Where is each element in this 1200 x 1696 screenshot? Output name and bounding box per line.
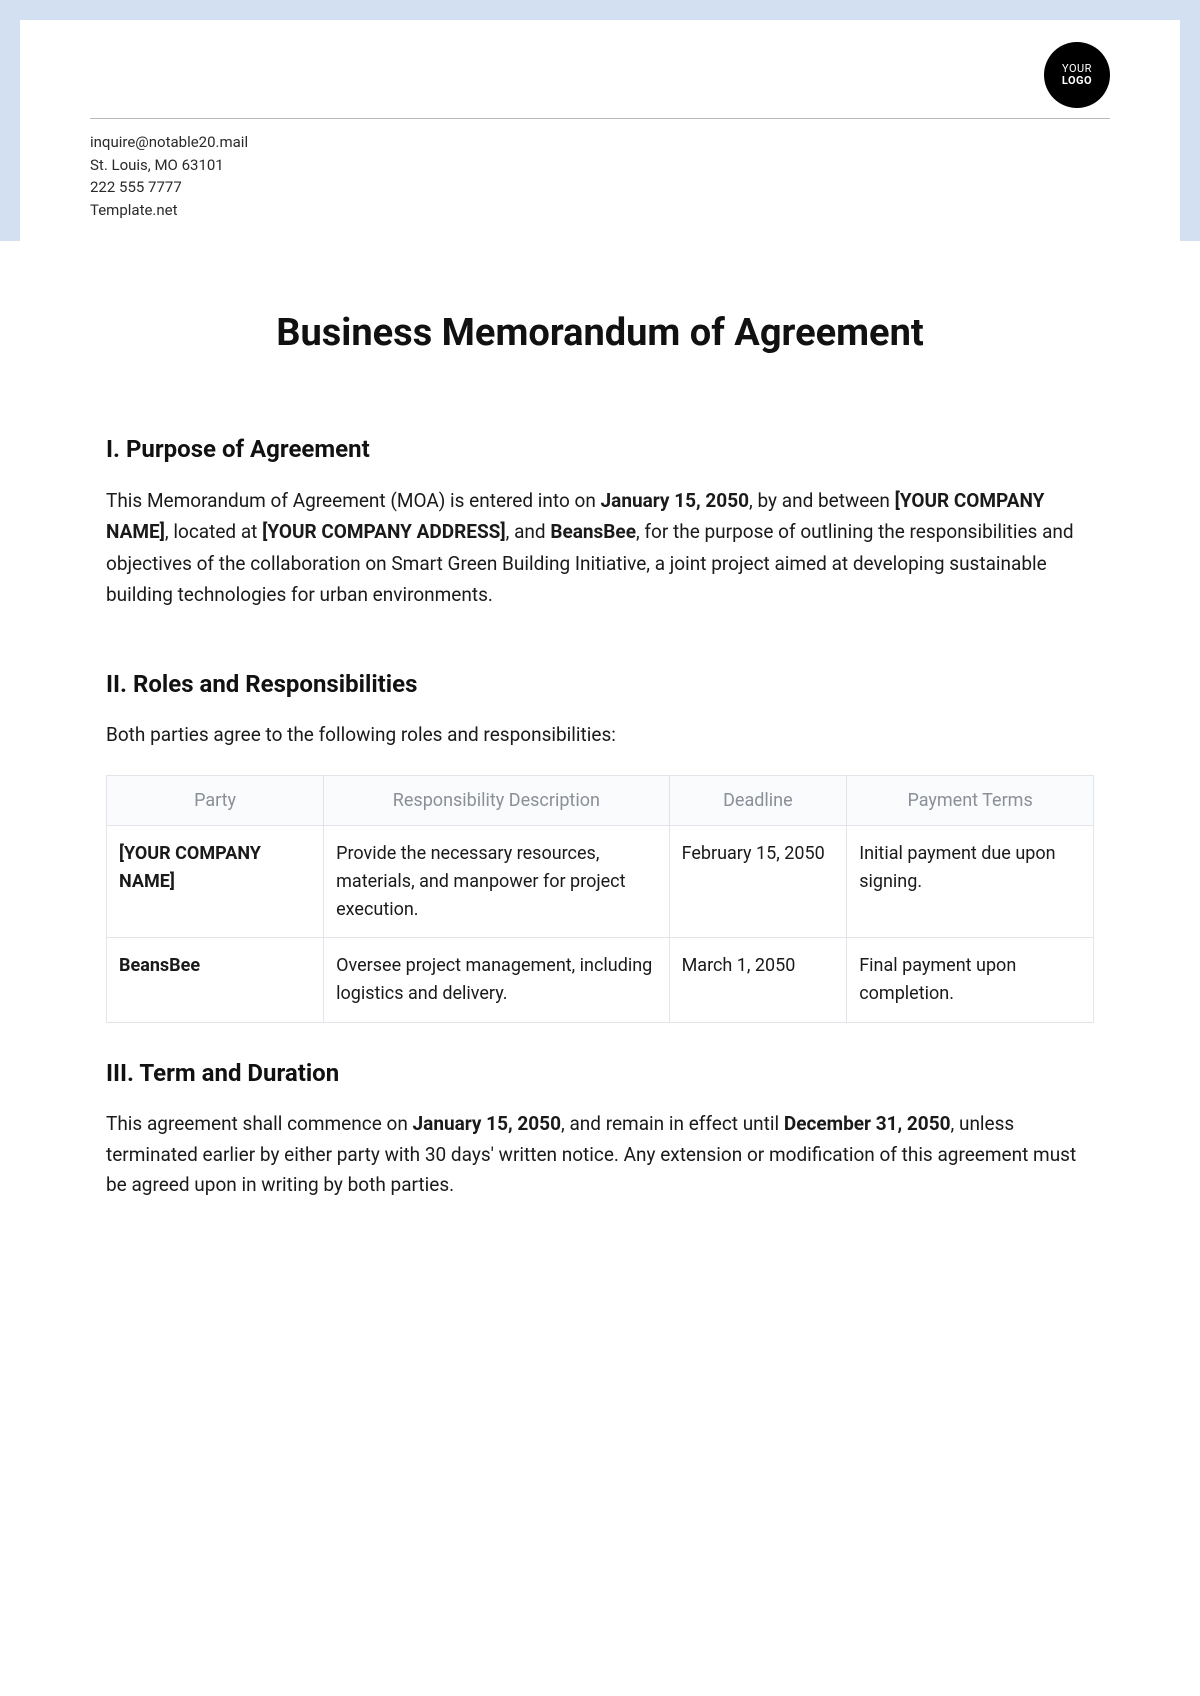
cell-party: [YOUR COMPANY NAME] — [107, 825, 324, 938]
col-deadline: Deadline — [669, 775, 847, 825]
s1-party2: BeansBee — [550, 520, 636, 543]
cell-resp: Provide the necessary resources, materia… — [324, 825, 669, 938]
section3-heading: III. Term and Duration — [106, 1059, 1094, 1087]
s1-date: January 15, 2050 — [601, 489, 749, 512]
responsibilities-table: Party Responsibility Description Deadlin… — [106, 775, 1094, 1023]
contact-email: inquire@notable20.mail — [90, 131, 1110, 154]
section2-intro: Both parties agree to the following role… — [106, 720, 1094, 750]
s1-text-b: , by and between — [749, 489, 895, 512]
header-divider — [90, 118, 1110, 119]
cell-deadline: February 15, 2050 — [669, 825, 847, 938]
cell-payment: Initial payment due upon signing. — [847, 825, 1094, 938]
section3-paragraph: This agreement shall commence on January… — [106, 1109, 1094, 1200]
s1-address: [YOUR COMPANY ADDRESS] — [262, 520, 506, 543]
cell-party: BeansBee — [107, 938, 324, 1023]
cell-deadline: March 1, 2050 — [669, 938, 847, 1023]
cell-resp: Oversee project management, including lo… — [324, 938, 669, 1023]
logo-badge: YOUR LOGO — [1044, 42, 1110, 108]
s1-text-c: , located at — [165, 520, 262, 543]
contact-address: St. Louis, MO 63101 — [90, 154, 1110, 177]
document-body: Business Memorandum of Agreement I. Purp… — [0, 241, 1200, 1240]
s1-text-a: This Memorandum of Agreement (MOA) is en… — [106, 489, 601, 512]
contact-block: inquire@notable20.mail St. Louis, MO 631… — [90, 131, 1110, 221]
s3-text-a: This agreement shall commence on — [106, 1112, 413, 1135]
contact-site: Template.net — [90, 199, 1110, 222]
col-responsibility: Responsibility Description — [324, 775, 669, 825]
table-row: BeansBee Oversee project management, inc… — [107, 938, 1094, 1023]
contact-phone: 222 555 7777 — [90, 176, 1110, 199]
document-title: Business Memorandum of Agreement — [106, 311, 1094, 355]
header-row: YOUR LOGO — [90, 32, 1110, 114]
section2-heading: II. Roles and Responsibilities — [106, 670, 1094, 698]
s3-date1: January 15, 2050 — [413, 1112, 561, 1135]
cell-payment: Final payment upon completion. — [847, 938, 1094, 1023]
col-party: Party — [107, 775, 324, 825]
s1-text-d: , and — [506, 520, 551, 543]
col-payment: Payment Terms — [847, 775, 1094, 825]
section1-heading: I. Purpose of Agreement — [106, 435, 1094, 463]
section1-paragraph: This Memorandum of Agreement (MOA) is en… — [106, 485, 1094, 610]
table-row: [YOUR COMPANY NAME] Provide the necessar… — [107, 825, 1094, 938]
logo-line2: LOGO — [1062, 75, 1092, 87]
s3-text-b: , and remain in effect until — [561, 1112, 784, 1135]
table-header-row: Party Responsibility Description Deadlin… — [107, 775, 1094, 825]
letterhead-frame: YOUR LOGO inquire@notable20.mail St. Lou… — [0, 0, 1200, 241]
s3-date2: December 31, 2050 — [784, 1112, 951, 1135]
